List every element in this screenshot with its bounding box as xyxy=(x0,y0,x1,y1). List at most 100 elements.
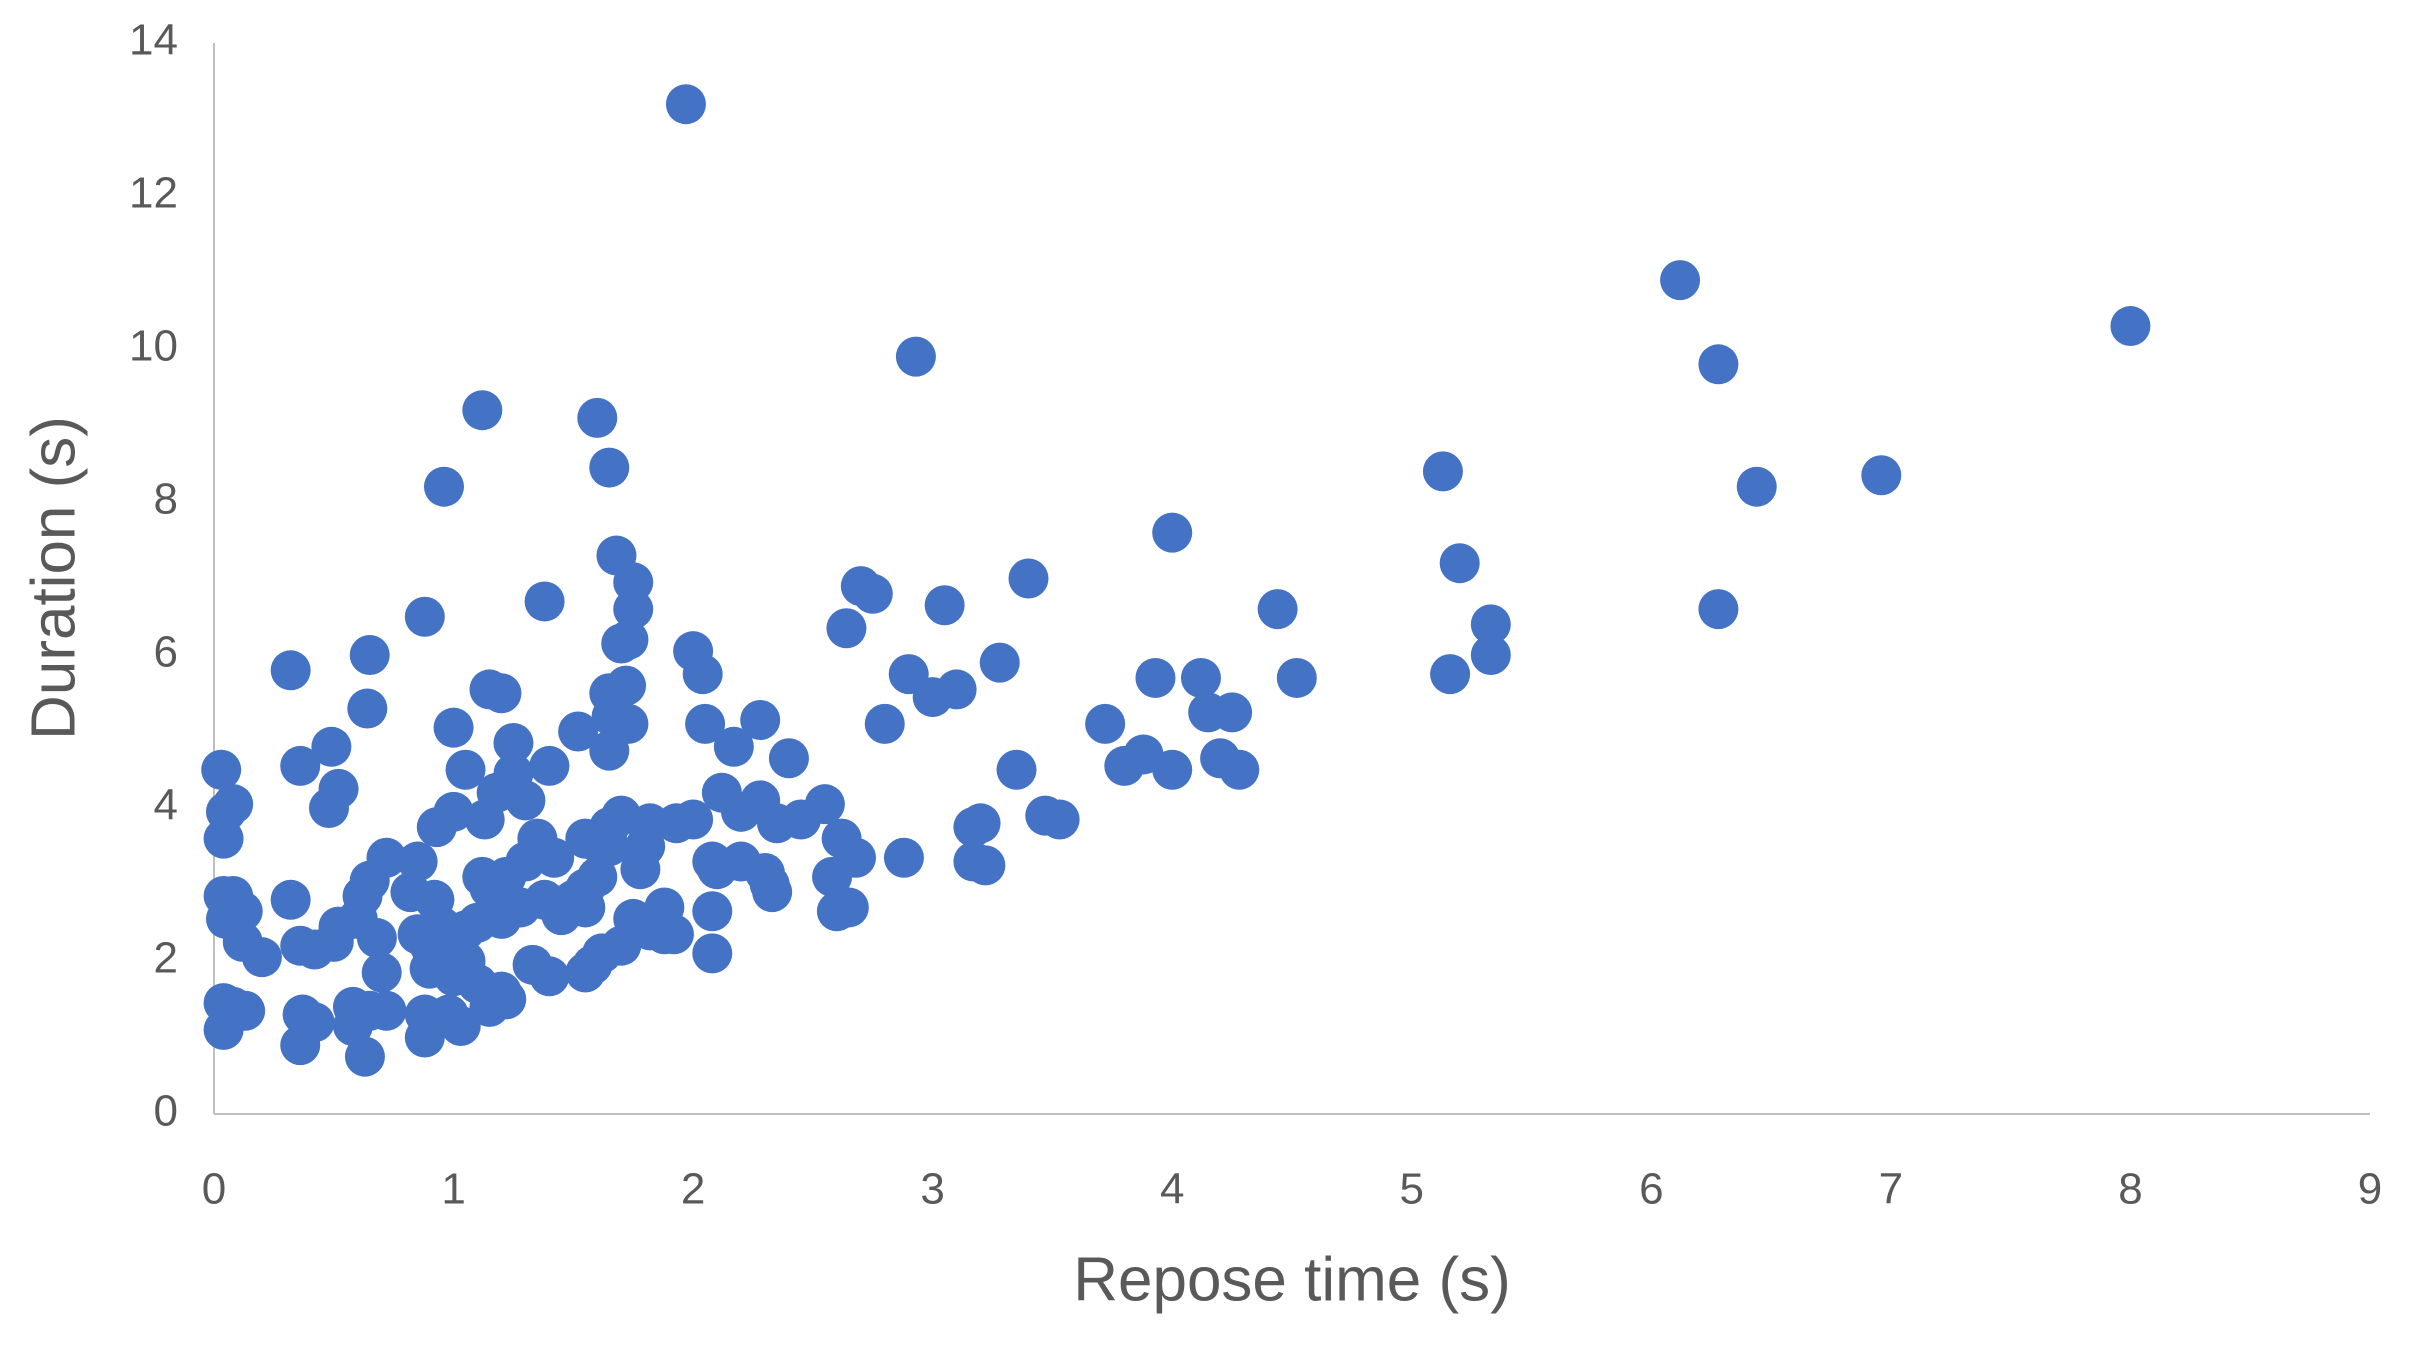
point xyxy=(740,700,781,741)
point xyxy=(1470,635,1511,675)
point xyxy=(203,818,244,859)
point xyxy=(409,948,450,989)
point xyxy=(864,703,905,744)
point xyxy=(953,807,994,848)
point xyxy=(836,837,877,878)
x-tick-label: 1 xyxy=(441,1165,465,1214)
point xyxy=(201,749,242,790)
point xyxy=(1152,512,1193,553)
point xyxy=(308,788,349,828)
point xyxy=(356,918,397,959)
point xyxy=(541,895,582,936)
point xyxy=(203,1009,244,1050)
point xyxy=(965,845,1006,886)
point xyxy=(1219,749,1260,790)
y-tick-label: 2 xyxy=(154,934,178,983)
y-tick-label: 14 xyxy=(129,16,178,65)
point xyxy=(979,642,1020,683)
point xyxy=(665,84,706,125)
point xyxy=(1430,654,1471,695)
point xyxy=(270,650,311,691)
point xyxy=(768,738,809,779)
x-tick-label: 2 xyxy=(681,1165,705,1214)
point xyxy=(404,1017,445,1058)
point xyxy=(524,581,565,622)
point xyxy=(1861,455,1902,496)
point xyxy=(565,952,606,993)
point xyxy=(752,872,793,913)
point xyxy=(1212,692,1253,733)
y-tick-label: 6 xyxy=(154,628,178,677)
y-tick-label: 0 xyxy=(154,1087,178,1136)
point xyxy=(270,879,311,920)
point xyxy=(936,669,977,710)
point xyxy=(1135,657,1176,698)
point xyxy=(1180,657,1221,698)
point xyxy=(685,703,726,744)
point xyxy=(895,336,936,377)
point xyxy=(589,447,630,488)
point xyxy=(1698,344,1739,385)
x-axis-title: Repose time (s) xyxy=(1073,1245,1511,1314)
point xyxy=(620,849,661,890)
point xyxy=(644,914,685,955)
point xyxy=(606,665,647,706)
point xyxy=(852,573,893,614)
point xyxy=(421,906,462,947)
point xyxy=(1698,589,1739,630)
point xyxy=(608,619,649,660)
point xyxy=(397,841,438,882)
point xyxy=(1736,466,1777,507)
point xyxy=(682,654,723,695)
point xyxy=(361,952,402,993)
point xyxy=(1470,604,1511,645)
point xyxy=(493,722,534,763)
point xyxy=(1152,749,1193,790)
point xyxy=(589,730,630,771)
point xyxy=(213,784,254,825)
point xyxy=(464,799,505,840)
y-tick-label: 10 xyxy=(129,322,178,371)
point xyxy=(1422,451,1463,492)
point xyxy=(1008,558,1049,599)
y-axis-title: Duration (s) xyxy=(19,416,88,740)
point xyxy=(332,1006,373,1047)
point xyxy=(613,589,654,630)
point xyxy=(1276,657,1317,698)
point xyxy=(565,818,606,859)
point xyxy=(469,868,510,909)
point xyxy=(445,749,486,790)
point xyxy=(440,1006,481,1047)
point xyxy=(344,1036,385,1077)
point xyxy=(713,726,754,767)
point xyxy=(416,807,457,848)
point xyxy=(241,937,282,978)
point xyxy=(2110,306,2151,347)
point xyxy=(423,466,464,507)
point xyxy=(404,596,445,637)
point xyxy=(462,390,503,431)
point xyxy=(366,837,407,878)
point xyxy=(433,707,474,748)
point xyxy=(1085,703,1126,744)
point xyxy=(692,933,733,974)
x-tick-label: 5 xyxy=(1400,1165,1424,1214)
x-tick-label: 0 xyxy=(202,1165,226,1214)
point xyxy=(349,635,390,675)
x-tick-label: 6 xyxy=(1639,1165,1663,1214)
point xyxy=(529,745,570,786)
point xyxy=(996,749,1037,790)
point xyxy=(558,711,599,752)
x-tick-label: 3 xyxy=(920,1165,944,1214)
point xyxy=(692,891,733,932)
point xyxy=(280,745,321,786)
point xyxy=(469,669,510,710)
x-tick-label: 4 xyxy=(1160,1165,1184,1214)
point xyxy=(1439,543,1480,584)
point xyxy=(826,608,867,649)
point xyxy=(1039,799,1080,840)
x-tick-label: 8 xyxy=(2118,1165,2142,1214)
x-tick-label: 9 xyxy=(2358,1165,2382,1214)
